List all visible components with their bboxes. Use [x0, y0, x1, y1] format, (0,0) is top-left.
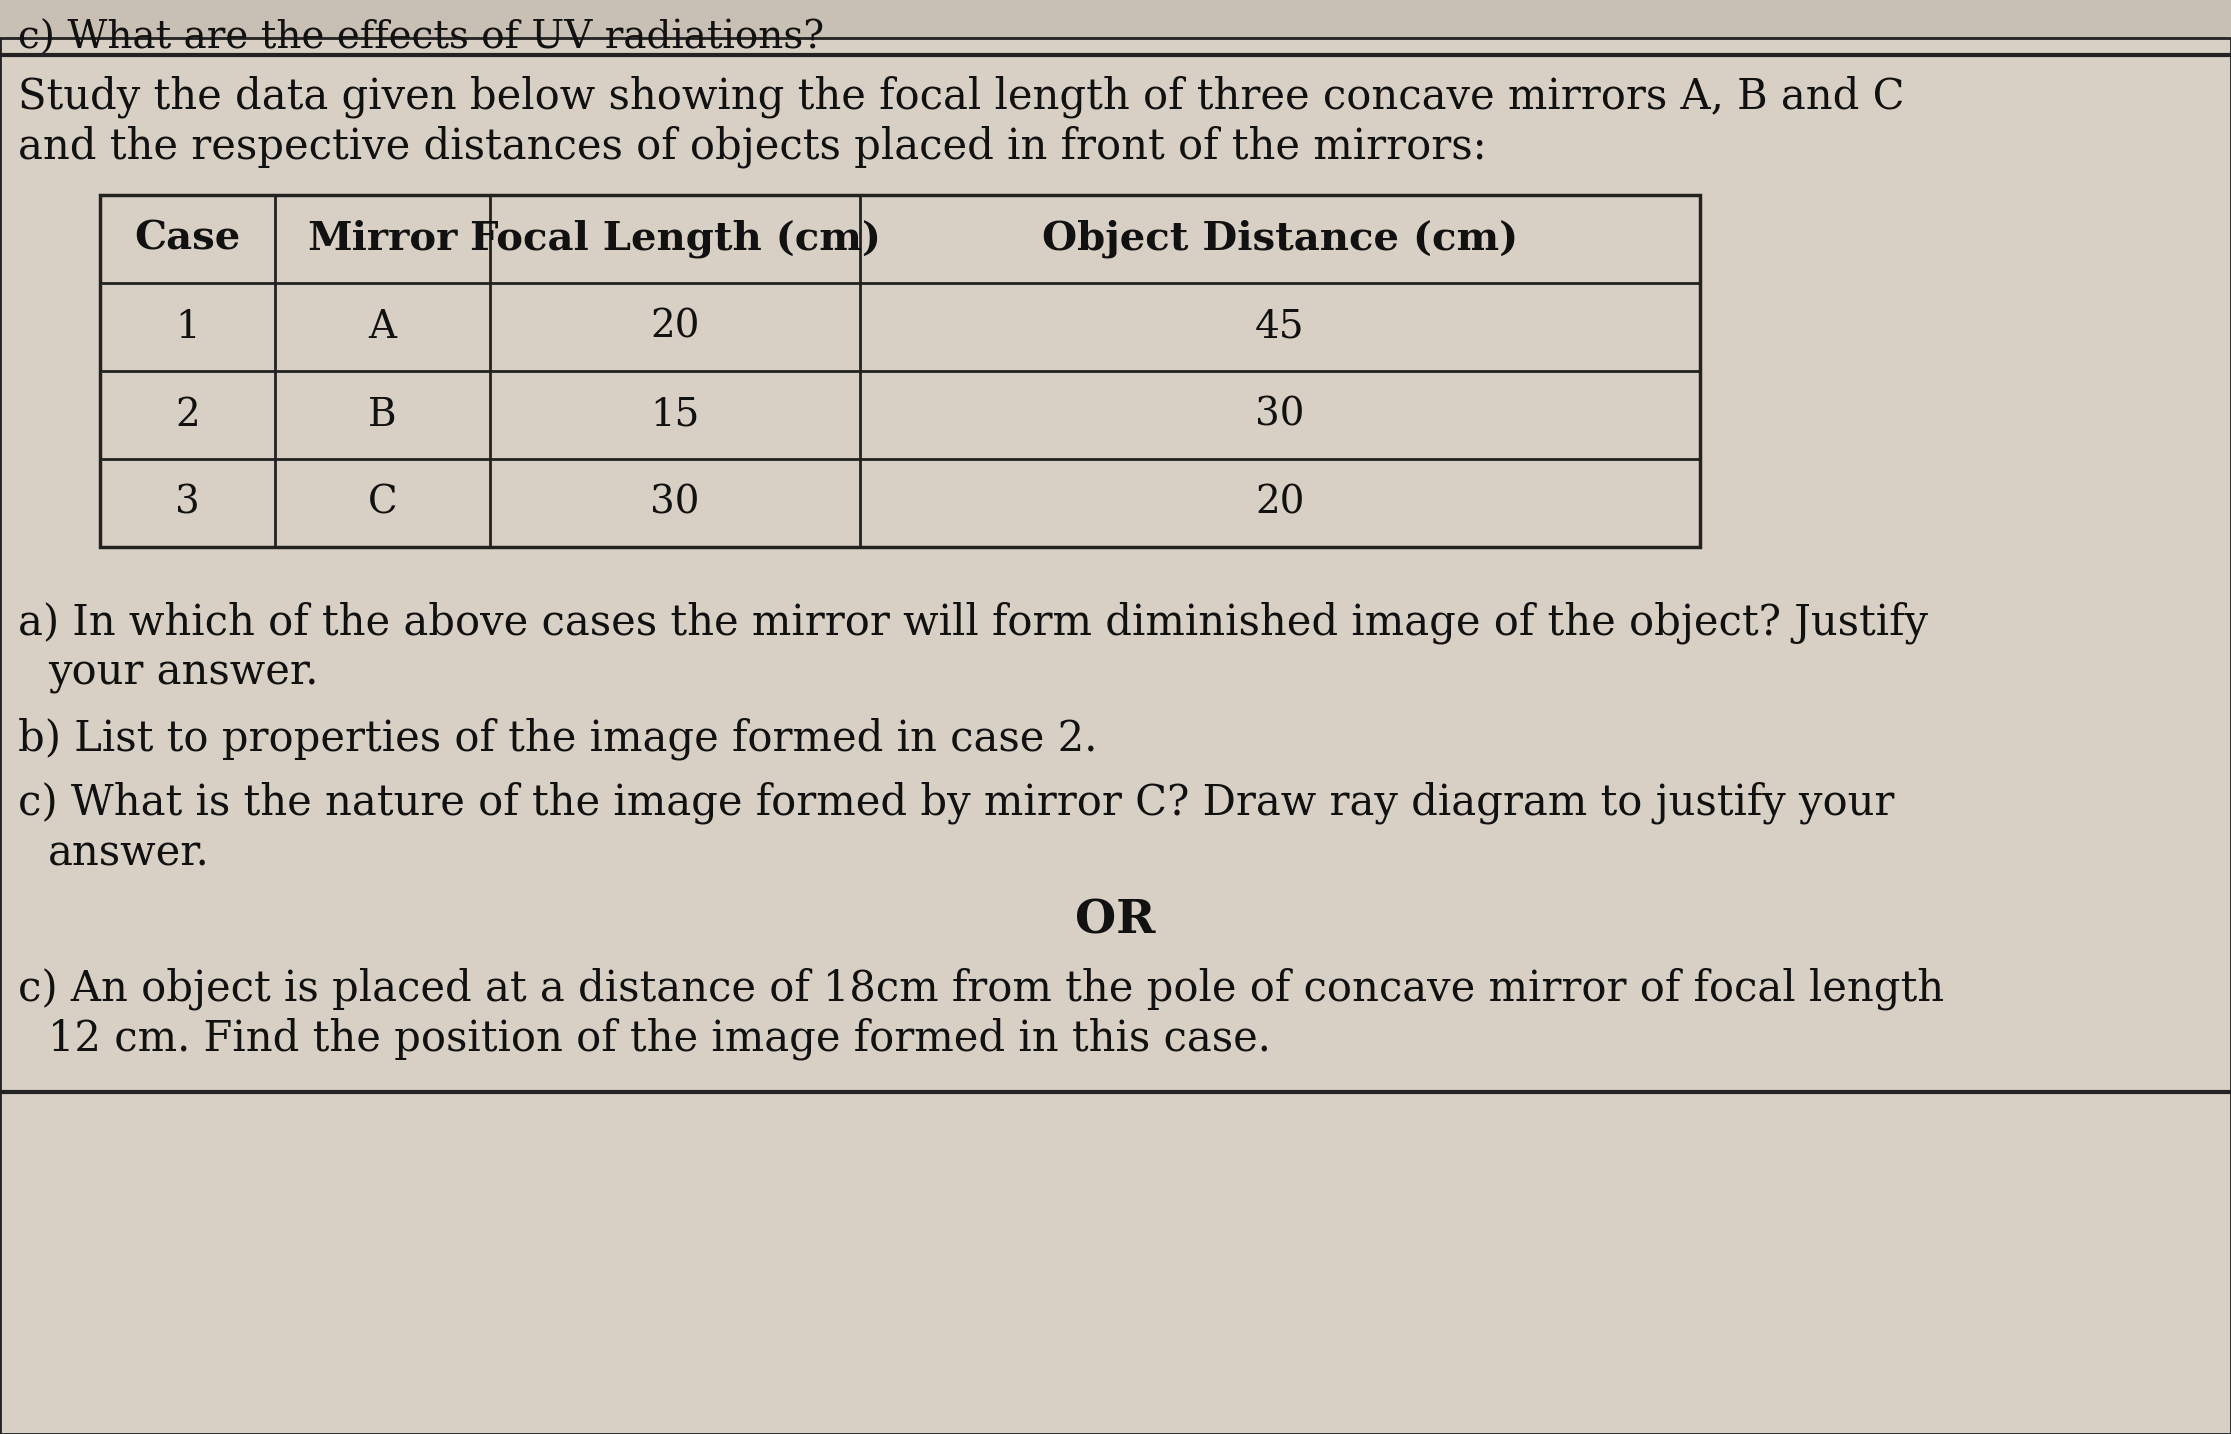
Text: C: C [368, 485, 397, 522]
Bar [100, 195, 1700, 546]
Text: 1: 1 [176, 308, 201, 346]
Text: 3: 3 [174, 485, 201, 522]
Text: 20: 20 [649, 308, 701, 346]
Text: answer.: answer. [49, 832, 210, 873]
Text: 30: 30 [649, 485, 701, 522]
Text: B: B [368, 396, 397, 433]
Text: c) What is the nature of the image formed by mirror C? Draw ray diagram to justi: c) What is the nature of the image forme… [18, 782, 1894, 825]
Text: Study the data given below showing the focal length of three concave mirrors A, : Study the data given below showing the f… [18, 75, 1905, 118]
Text: Mirror: Mirror [308, 219, 457, 258]
Text: your answer.: your answer. [49, 652, 319, 694]
Text: 45: 45 [1256, 308, 1305, 346]
Text: 15: 15 [649, 396, 701, 433]
Text: Object Distance (cm): Object Distance (cm) [1042, 219, 1517, 258]
Text: 2: 2 [174, 396, 201, 433]
Text: 20: 20 [1256, 485, 1305, 522]
Text: Focal Length (cm): Focal Length (cm) [469, 219, 881, 258]
Text: and the respective distances of objects placed in front of the mirrors:: and the respective distances of objects … [18, 125, 1486, 168]
Text: c) An object is placed at a distance of 18cm from the pole of concave mirror of : c) An object is placed at a distance of … [18, 967, 1943, 1010]
Text: Case: Case [134, 219, 241, 258]
Text: OR: OR [1075, 898, 1156, 944]
Text: b) List to properties of the image formed in case 2.: b) List to properties of the image forme… [18, 717, 1098, 760]
Text: A: A [368, 308, 397, 346]
Text: 30: 30 [1256, 396, 1305, 433]
Text: a) In which of the above cases the mirror will form diminished image of the obje: a) In which of the above cases the mirro… [18, 602, 1928, 644]
Bar [100, 195, 1700, 546]
Text: 12 cm. Find the position of the image formed in this case.: 12 cm. Find the position of the image fo… [49, 1017, 1272, 1060]
Text: c) What are the effects of UV radiations?: c) What are the effects of UV radiations… [18, 20, 823, 57]
